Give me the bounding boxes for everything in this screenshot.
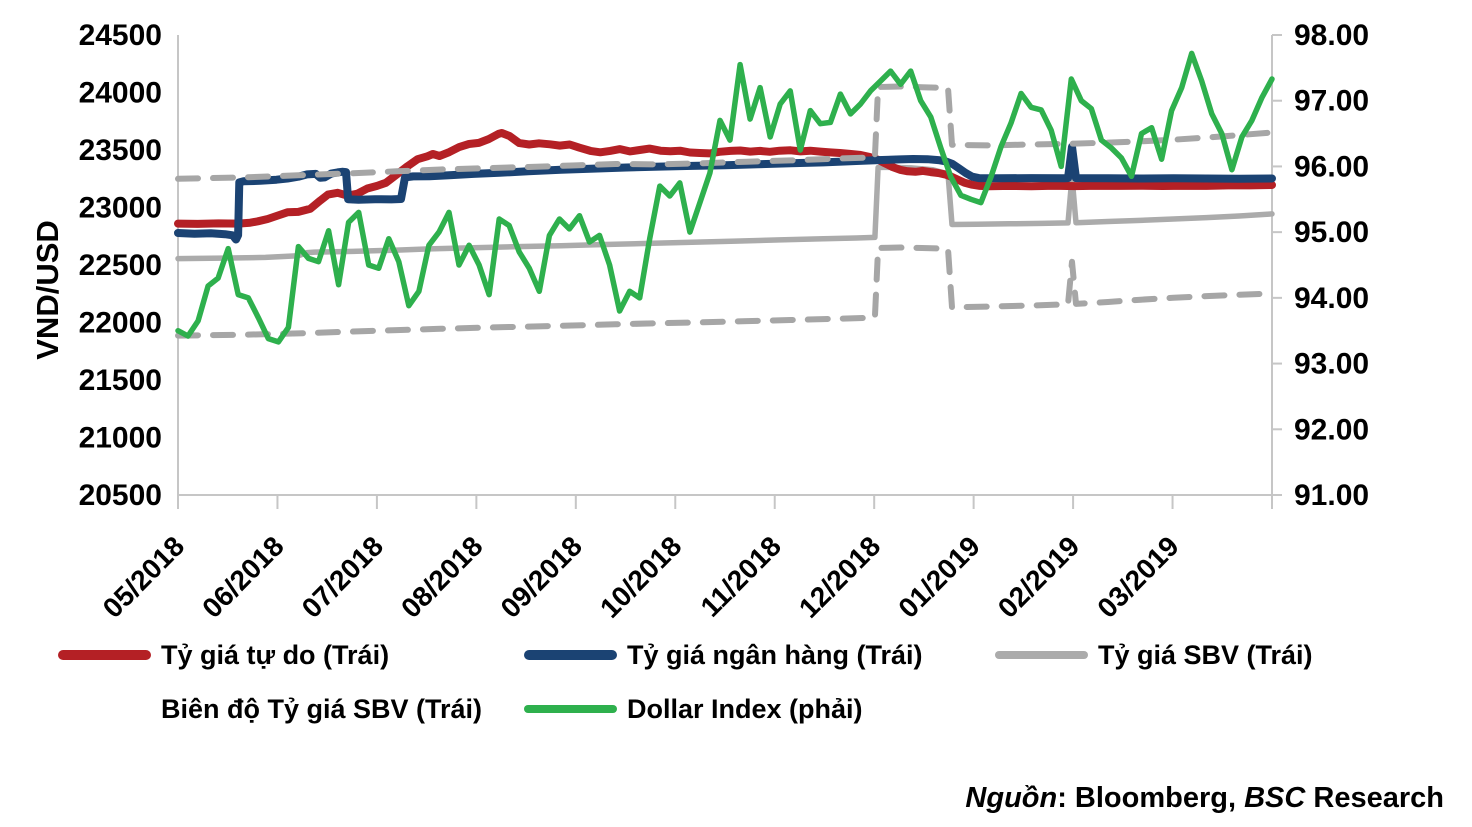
source-brand: BSC <box>1244 782 1306 814</box>
sbv-band-dashed-swatch <box>58 705 151 713</box>
legend-row-2: Biên độ Tỷ giá SBV (Trái) Dollar Index (… <box>0 682 1472 736</box>
svg-text:97.00: 97.00 <box>1294 85 1369 118</box>
legend-item-sbv-band: Biên độ Tỷ giá SBV (Trái) <box>58 682 482 736</box>
exchange-rate-chart: 24500 24000 23500 23000 22500 22000 21500 21000… <box>30 19 1369 622</box>
svg-text:98.00: 98.00 <box>1294 19 1369 52</box>
legend-row-1: Tỷ giá tự do (Trái) Tỷ giá ngân hàng (Tr… <box>0 628 1472 682</box>
svg-text:94.00: 94.00 <box>1294 282 1369 315</box>
svg-text:91.00: 91.00 <box>1294 479 1369 512</box>
legend-label-free-rate: Tỷ giá tự do (Trái) <box>161 639 390 670</box>
left-axis-tick-labels: 24500 24000 23500 23000 22500 22000 21500 21000… <box>79 19 162 512</box>
svg-text:03/2019: 03/2019 <box>1091 530 1184 622</box>
svg-text:96.00: 96.00 <box>1294 150 1369 183</box>
svg-text:24500: 24500 <box>79 19 162 52</box>
free-rate-line-swatch <box>58 650 151 660</box>
svg-text:08/2018: 08/2018 <box>395 530 488 622</box>
legend-item-bank-rate: Tỷ giá ngân hàng (Trái) <box>524 628 923 682</box>
x-axis-tick-labels: 05/2018 06/2018 07/2018 08/2018 09/2018 10/20… <box>97 495 1273 622</box>
dollar-index-line-swatch <box>524 705 617 713</box>
source-note: Nguồn: Bloomberg, BSC Research <box>965 782 1444 815</box>
svg-text:24000: 24000 <box>79 77 162 110</box>
svg-text:21500: 21500 <box>79 364 162 397</box>
svg-text:22000: 22000 <box>79 307 162 340</box>
svg-text:95.00: 95.00 <box>1294 216 1369 249</box>
bank-rate-line-swatch <box>524 650 617 660</box>
legend-item-free-rate: Tỷ giá tự do (Trái) <box>58 628 389 682</box>
sbv-rate-line-swatch <box>995 651 1088 659</box>
legend-label-dollar-index: Dollar Index (phải) <box>627 693 863 724</box>
svg-text:22500: 22500 <box>79 249 162 282</box>
svg-text:06/2018: 06/2018 <box>196 530 289 622</box>
svg-text:92.00: 92.00 <box>1294 413 1369 446</box>
legend-label-sbv-rate: Tỷ giá SBV (Trái) <box>1098 639 1313 670</box>
source-mid: : Bloomberg, <box>1057 782 1245 814</box>
axis-lines <box>177 35 1273 503</box>
svg-text:12/2018: 12/2018 <box>793 530 886 622</box>
legend-label-sbv-band: Biên độ Tỷ giá SBV (Trái) <box>161 693 483 724</box>
legend-label-bank-rate: Tỷ giá ngân hàng (Trái) <box>627 639 923 670</box>
source-label: Nguồn <box>965 782 1058 814</box>
svg-text:11/2018: 11/2018 <box>695 530 787 622</box>
svg-text:07/2018: 07/2018 <box>296 530 389 622</box>
source-rest: Research <box>1305 782 1444 814</box>
svg-text:23500: 23500 <box>79 134 162 167</box>
right-axis-tick-labels: 98.00 97.00 96.00 95.00 94.00 93.00 92.00 91.00 <box>1272 19 1369 512</box>
chart-legend: Tỷ giá tự do (Trái) Tỷ giá ngân hàng (Tr… <box>0 628 1472 736</box>
legend-item-dollar-index: Dollar Index (phải) <box>524 682 863 736</box>
svg-text:23000: 23000 <box>79 192 162 225</box>
series-lines <box>174 50 1276 345</box>
svg-text:21000: 21000 <box>79 422 162 455</box>
y-axis-title: VND/USD <box>30 220 65 360</box>
svg-text:01/2019: 01/2019 <box>892 530 985 622</box>
svg-text:20500: 20500 <box>79 479 162 512</box>
svg-text:02/2019: 02/2019 <box>992 530 1085 622</box>
svg-text:93.00: 93.00 <box>1294 348 1369 381</box>
svg-text:09/2018: 09/2018 <box>495 530 588 622</box>
legend-item-sbv-rate: Tỷ giá SBV (Trái) <box>995 628 1313 682</box>
svg-text:10/2018: 10/2018 <box>594 530 687 622</box>
svg-text:05/2018: 05/2018 <box>97 530 190 622</box>
